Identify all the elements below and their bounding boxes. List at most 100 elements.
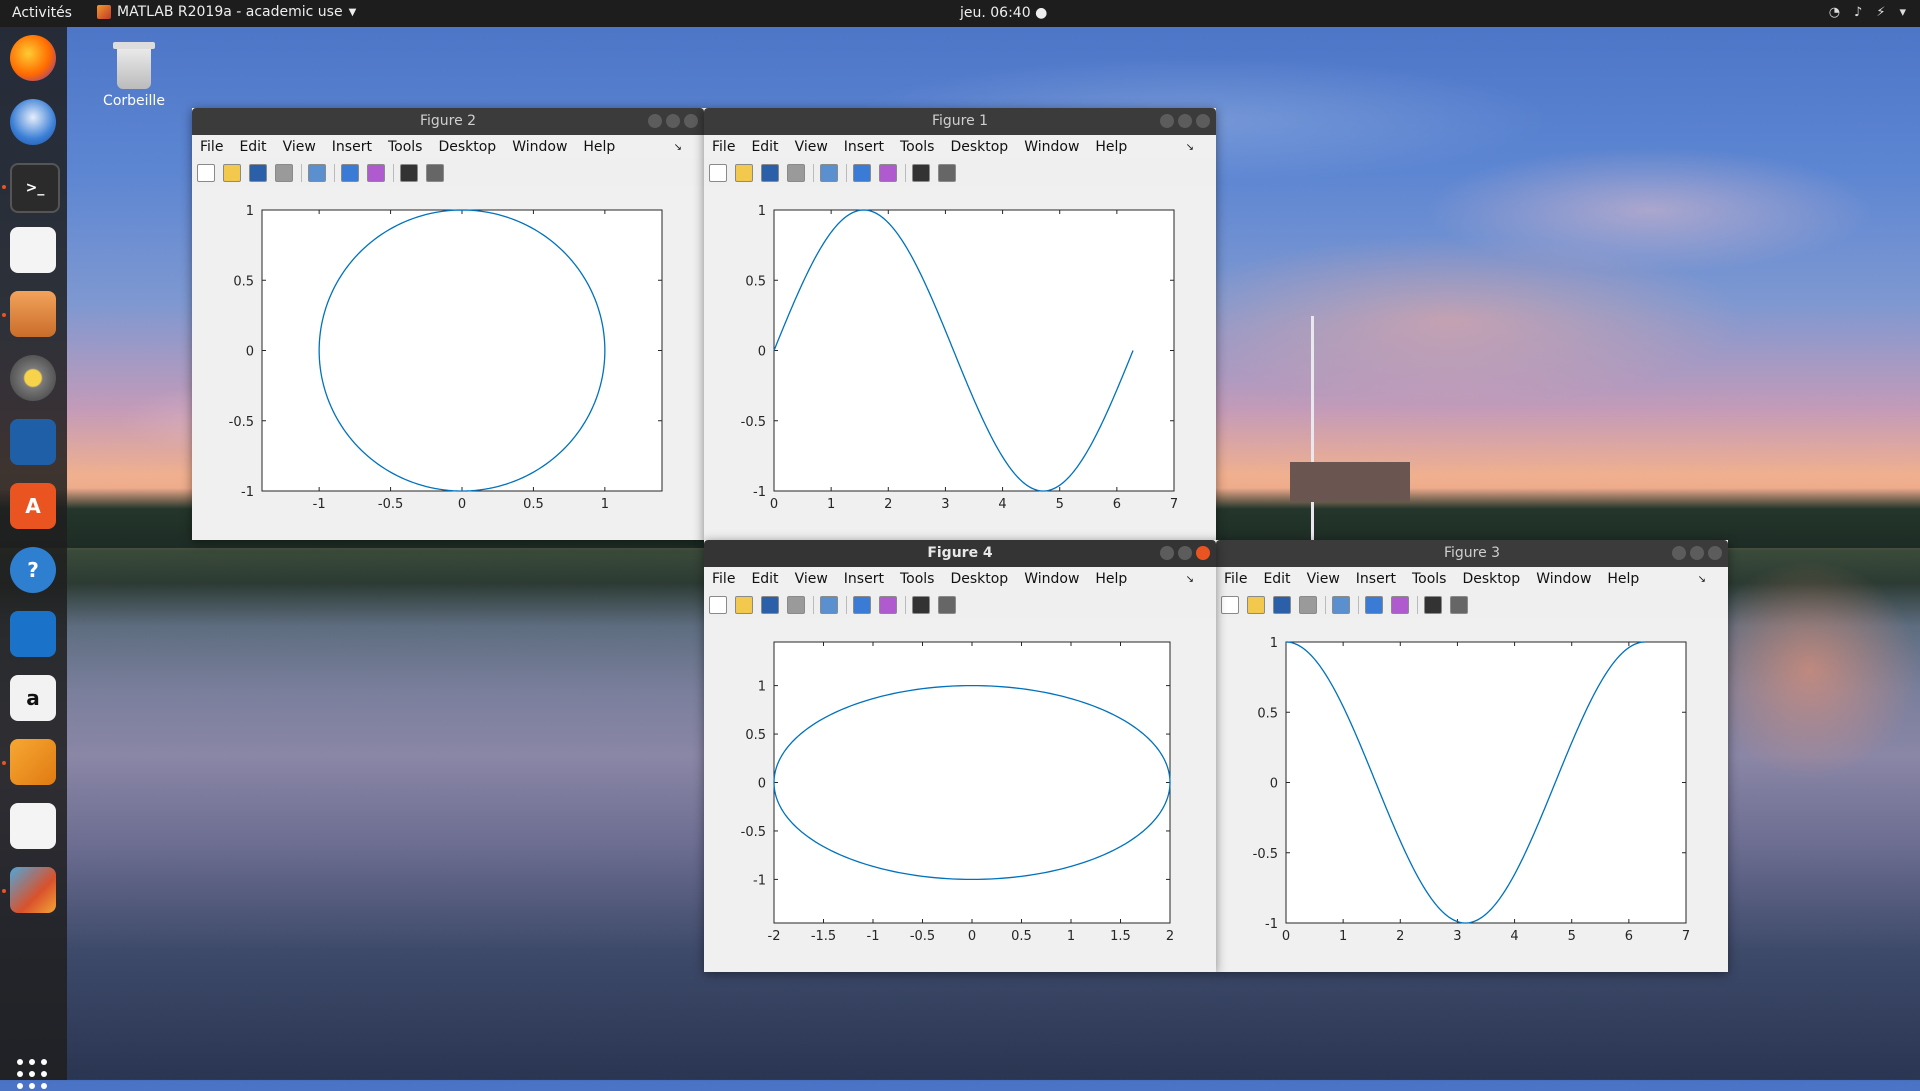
figure-window[interactable]: Figure 1 File Edit View Insert Tools Desktop Wi… <box>704 108 1216 540</box>
menu-edit[interactable]: Edit <box>239 139 267 155</box>
menu-tools[interactable]: Tools <box>387 139 423 155</box>
thunderbird-icon[interactable] <box>10 99 56 145</box>
app-menu[interactable]: MATLAB R2019a - academic use ▼ <box>97 4 356 20</box>
figure-title-bar[interactable]: Figure 2 <box>192 108 704 135</box>
series-line[interactable] <box>318 209 606 492</box>
plot-area[interactable]: 0 1 2 3 4 5 6 7 -1 -0.5 0 0.5 1 <box>1216 618 1728 972</box>
menu-tools[interactable]: Tools <box>899 571 935 587</box>
property-inspector-icon[interactable] <box>938 163 956 182</box>
menu-window[interactable]: Window <box>1024 139 1080 155</box>
text-editor-2-icon[interactable] <box>10 803 56 849</box>
save-icon[interactable] <box>761 163 779 182</box>
menu-edit[interactable]: Edit <box>751 139 779 155</box>
dock-figure-icon[interactable]: ↘ <box>1185 573 1194 585</box>
print-preview-icon[interactable] <box>308 163 326 182</box>
save-icon[interactable] <box>1273 595 1291 614</box>
menu-help[interactable]: Help <box>1607 571 1640 587</box>
print-icon[interactable] <box>787 163 805 182</box>
menu-desktop[interactable]: Desktop <box>950 139 1009 155</box>
legend-icon[interactable] <box>367 163 385 182</box>
menu-file[interactable]: File <box>712 139 736 155</box>
firefox-icon[interactable] <box>10 35 56 81</box>
amazon-icon[interactable]: a <box>10 675 56 721</box>
minimize-icon[interactable] <box>1672 546 1686 560</box>
menu-insert[interactable]: Insert <box>843 139 884 155</box>
maximize-icon[interactable] <box>1178 114 1192 128</box>
colorbar-icon[interactable] <box>1365 595 1383 614</box>
open-file-icon[interactable] <box>1247 595 1265 614</box>
menu-desktop[interactable]: Desktop <box>1462 571 1521 587</box>
menu-window[interactable]: Window <box>512 139 568 155</box>
menu-file[interactable]: File <box>712 571 736 587</box>
print-preview-icon[interactable] <box>820 163 838 182</box>
plot-area[interactable]: -1 -0.5 0 0.5 1 -1 -0.5 0 0.5 1 <box>192 186 704 540</box>
menu-tools[interactable]: Tools <box>899 139 935 155</box>
new-figure-icon[interactable] <box>709 595 727 614</box>
figure-title-bar[interactable]: Figure 4 <box>704 540 1216 567</box>
menu-view[interactable]: View <box>282 139 316 155</box>
close-icon[interactable] <box>1196 546 1210 560</box>
save-icon[interactable] <box>761 595 779 614</box>
open-file-icon[interactable] <box>223 163 241 182</box>
figure-window[interactable]: Figure 4 File Edit View Insert Tools Desktop Wi… <box>704 540 1216 972</box>
menu-insert[interactable]: Insert <box>843 571 884 587</box>
text-editor-icon[interactable] <box>10 227 56 273</box>
close-icon[interactable] <box>684 114 698 128</box>
menu-desktop[interactable]: Desktop <box>950 571 1009 587</box>
menu-desktop[interactable]: Desktop <box>438 139 497 155</box>
plot-area[interactable]: 0 1 2 3 4 5 6 7 -1 -0.5 0 0.5 1 <box>704 186 1216 540</box>
libreoffice-writer-icon[interactable] <box>10 419 56 465</box>
matlab-64-icon[interactable] <box>10 739 56 785</box>
new-figure-icon[interactable] <box>197 163 215 182</box>
print-preview-icon[interactable] <box>1332 595 1350 614</box>
legend-icon[interactable] <box>879 595 897 614</box>
figure-window[interactable]: Figure 2 File Edit View Insert Tools Desktop Wi… <box>192 108 704 540</box>
menu-view[interactable]: View <box>794 571 828 587</box>
print-icon[interactable] <box>787 595 805 614</box>
plot-area[interactable]: -2 -1.5 -1 -0.5 0 0.5 1 1.5 2 -1 -0.5 0 0.5 1 <box>704 618 1216 972</box>
system-tray[interactable]: ◔ ♪ ⚡ ▾ <box>1829 5 1906 20</box>
minimize-icon[interactable] <box>1160 114 1174 128</box>
legend-icon[interactable] <box>1391 595 1409 614</box>
rhythmbox-icon[interactable] <box>10 355 56 401</box>
menu-file[interactable]: File <box>200 139 224 155</box>
maximize-icon[interactable] <box>1178 546 1192 560</box>
system-monitor-icon[interactable] <box>10 611 56 657</box>
property-inspector-icon[interactable] <box>938 595 956 614</box>
series-line[interactable] <box>773 209 1134 492</box>
property-inspector-icon[interactable] <box>426 163 444 182</box>
menu-insert[interactable]: Insert <box>1355 571 1396 587</box>
print-icon[interactable] <box>1299 595 1317 614</box>
menu-file[interactable]: File <box>1224 571 1248 587</box>
property-inspector-icon[interactable] <box>1450 595 1468 614</box>
menu-edit[interactable]: Edit <box>1263 571 1291 587</box>
new-figure-icon[interactable] <box>1221 595 1239 614</box>
print-preview-icon[interactable] <box>820 595 838 614</box>
minimize-icon[interactable] <box>648 114 662 128</box>
open-file-icon[interactable] <box>735 595 753 614</box>
save-icon[interactable] <box>249 163 267 182</box>
edit-plot-arrow-icon[interactable] <box>912 163 930 182</box>
menu-tools[interactable]: Tools <box>1411 571 1447 587</box>
help-icon[interactable]: ? <box>10 547 56 593</box>
terminal-icon[interactable]: >_ <box>10 163 60 213</box>
colorbar-icon[interactable] <box>341 163 359 182</box>
dock-figure-icon[interactable]: ↘ <box>1697 573 1706 585</box>
clock[interactable]: jeu. 06:40 ● <box>960 5 1048 21</box>
menu-view[interactable]: View <box>1306 571 1340 587</box>
new-figure-icon[interactable] <box>709 163 727 182</box>
matlab-icon[interactable] <box>10 867 56 913</box>
dock-figure-icon[interactable]: ↘ <box>673 141 682 153</box>
maximize-icon[interactable] <box>1690 546 1704 560</box>
menu-insert[interactable]: Insert <box>331 139 372 155</box>
open-file-icon[interactable] <box>735 163 753 182</box>
trash-desktop-icon[interactable]: Corbeille <box>100 42 168 109</box>
print-icon[interactable] <box>275 163 293 182</box>
series-line[interactable] <box>1285 641 1646 924</box>
maximize-icon[interactable] <box>666 114 680 128</box>
dock-figure-icon[interactable]: ↘ <box>1185 141 1194 153</box>
show-applications-icon[interactable] <box>17 1059 49 1091</box>
files-icon[interactable] <box>10 291 56 337</box>
edit-plot-arrow-icon[interactable] <box>400 163 418 182</box>
menu-view[interactable]: View <box>794 139 828 155</box>
